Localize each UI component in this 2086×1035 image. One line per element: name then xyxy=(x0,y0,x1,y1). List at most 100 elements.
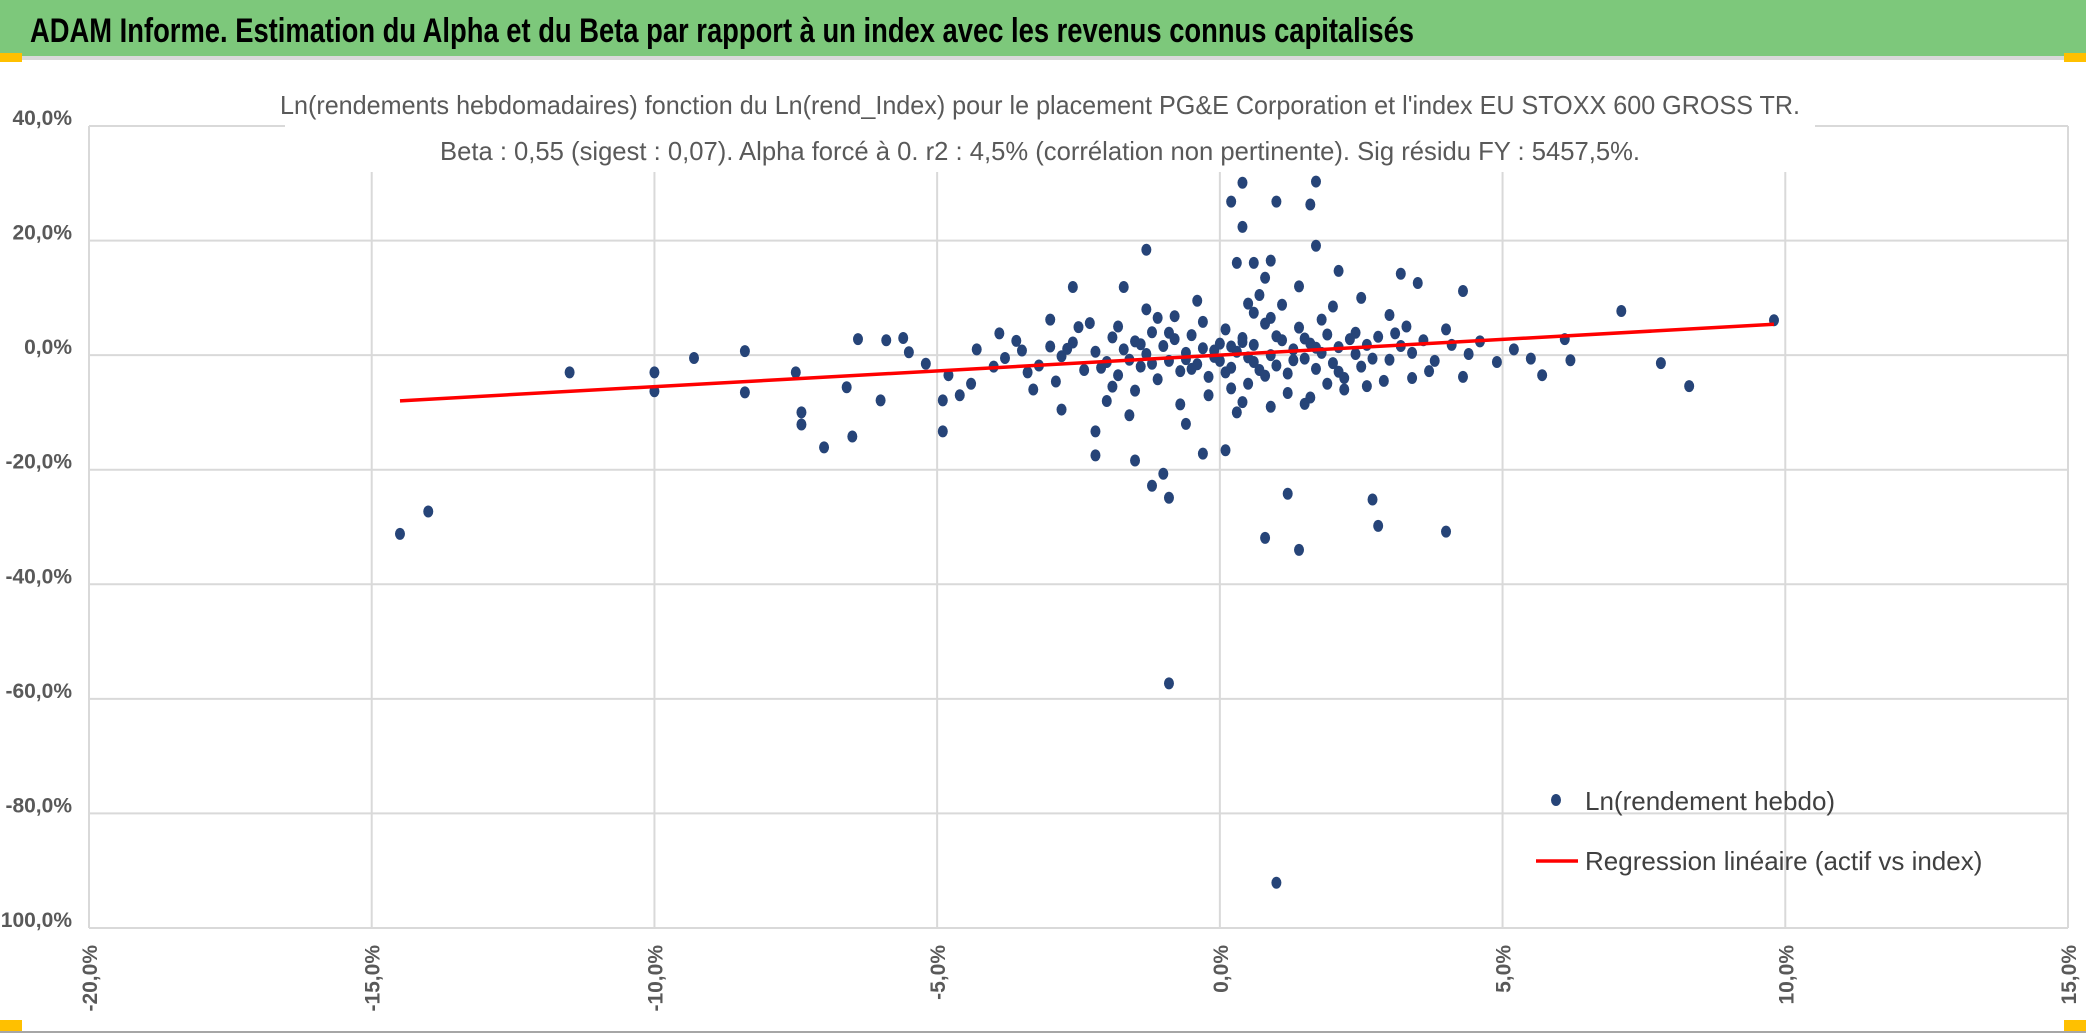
data-point xyxy=(1022,366,1033,379)
data-point xyxy=(1271,195,1282,208)
data-point xyxy=(1152,311,1163,324)
data-point xyxy=(1367,352,1378,365)
data-point xyxy=(1113,369,1124,382)
data-point xyxy=(1254,288,1265,301)
y-tick-label: -60,0% xyxy=(5,680,72,703)
selection-handle-top-left[interactable] xyxy=(0,53,22,62)
data-point xyxy=(1192,294,1203,307)
data-point xyxy=(790,366,801,379)
data-point xyxy=(1537,369,1548,382)
data-point xyxy=(1361,338,1372,351)
data-point xyxy=(1113,320,1124,333)
data-point xyxy=(1327,300,1338,313)
data-point xyxy=(937,425,948,438)
data-point xyxy=(1135,338,1146,351)
data-point xyxy=(796,406,807,419)
data-point xyxy=(1067,280,1078,293)
data-point xyxy=(1141,347,1152,360)
data-point xyxy=(1327,357,1338,370)
data-point xyxy=(1684,380,1695,393)
data-point xyxy=(1231,406,1242,419)
data-point xyxy=(1169,310,1180,323)
data-point xyxy=(1079,364,1090,377)
legend-marker-points xyxy=(1551,794,1561,806)
data-point xyxy=(1220,444,1231,457)
data-point xyxy=(1310,175,1321,188)
data-point xyxy=(847,430,858,443)
data-point xyxy=(1277,298,1288,311)
data-point xyxy=(1299,332,1310,345)
data-point xyxy=(1045,340,1056,353)
data-point xyxy=(423,505,434,518)
data-point xyxy=(1175,398,1186,411)
data-point xyxy=(1248,256,1259,269)
y-tick-label: 20,0% xyxy=(12,222,72,245)
data-point xyxy=(1186,362,1197,375)
data-point xyxy=(1124,409,1135,422)
selection-handle-top-right[interactable] xyxy=(2064,53,2086,62)
legend-label-points: Ln(rendement hebdo) xyxy=(1585,786,1835,816)
data-point xyxy=(1152,373,1163,386)
data-point xyxy=(1130,454,1141,467)
data-point xyxy=(1508,343,1519,356)
data-point xyxy=(1220,366,1231,379)
data-point xyxy=(1401,320,1412,333)
data-point xyxy=(796,418,807,431)
data-point xyxy=(1016,344,1027,357)
data-point xyxy=(1197,315,1208,328)
data-point xyxy=(1350,347,1361,360)
x-axis-ticks: -20,0% -15,0% -10,0% -5,0% 0,0% 5,0% 10,0% 15,0… xyxy=(79,945,2081,1012)
selection-handle-bottom-left[interactable] xyxy=(0,1020,22,1032)
data-point xyxy=(1237,176,1248,189)
x-tick-label: 0,0% xyxy=(1210,945,1233,993)
chart-title-background xyxy=(285,82,1815,172)
data-point xyxy=(1271,359,1282,372)
chart-subtitle: Beta : 0,55 (sigest : 0,07). Alpha forcé… xyxy=(440,136,1640,166)
data-point xyxy=(1186,329,1197,342)
legend-label-regression: Regression linéaire (actif vs index) xyxy=(1585,846,1982,876)
data-point xyxy=(937,394,948,407)
data-point xyxy=(1118,280,1129,293)
data-point xyxy=(1237,220,1248,233)
data-point xyxy=(819,441,830,454)
x-tick-label: 15,0% xyxy=(2058,945,2081,1005)
data-point xyxy=(1339,383,1350,396)
data-point xyxy=(1373,519,1384,532)
data-point xyxy=(394,527,405,540)
data-point xyxy=(1424,365,1435,378)
data-point xyxy=(1163,326,1174,339)
data-point xyxy=(881,334,892,347)
selection-handle-bottom-right[interactable] xyxy=(2064,1020,2086,1032)
data-point xyxy=(903,346,914,359)
data-point xyxy=(689,352,700,365)
data-point xyxy=(1288,354,1299,367)
data-point xyxy=(1141,243,1152,256)
y-tick-label: -80,0% xyxy=(5,794,72,817)
data-point xyxy=(1333,264,1344,277)
data-point xyxy=(1130,384,1141,397)
data-point xyxy=(1373,330,1384,343)
data-point xyxy=(1135,360,1146,373)
data-point xyxy=(1491,356,1502,369)
data-point xyxy=(994,327,1005,340)
data-point xyxy=(1350,326,1361,339)
data-point xyxy=(1282,487,1293,500)
header-title: ADAM Informe. Estimation du Alpha et du … xyxy=(30,12,1414,50)
data-point xyxy=(966,377,977,390)
data-point xyxy=(1294,280,1305,293)
data-point xyxy=(1378,374,1389,387)
data-point xyxy=(1305,198,1316,211)
data-point xyxy=(971,343,982,356)
data-point xyxy=(1265,311,1276,324)
data-point xyxy=(1322,328,1333,341)
data-point xyxy=(1203,389,1214,402)
data-point xyxy=(1028,383,1039,396)
x-tick-label: 5,0% xyxy=(1493,945,1516,993)
data-point xyxy=(1163,677,1174,690)
data-point xyxy=(1090,449,1101,462)
data-point xyxy=(1655,357,1666,370)
data-point xyxy=(1158,339,1169,352)
data-point xyxy=(1237,396,1248,409)
data-point xyxy=(1260,369,1271,382)
regression-line xyxy=(399,322,1775,403)
